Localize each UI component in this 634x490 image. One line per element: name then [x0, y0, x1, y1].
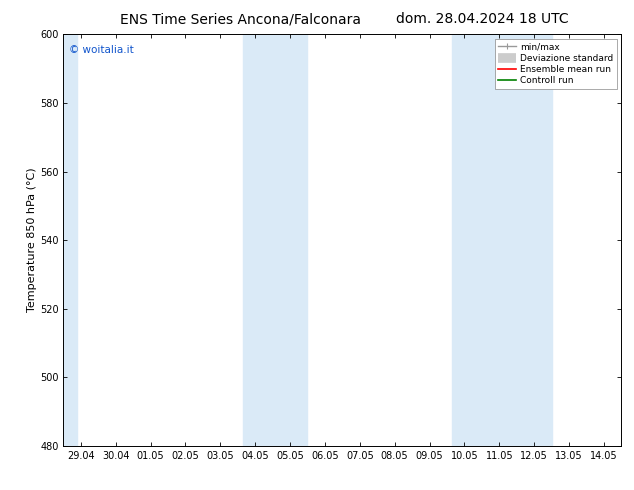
Bar — [452, 34, 552, 446]
Y-axis label: Temperature 850 hPa (°C): Temperature 850 hPa (°C) — [27, 168, 37, 313]
Text: ENS Time Series Ancona/Falconara: ENS Time Series Ancona/Falconara — [120, 12, 361, 26]
Bar — [63, 34, 77, 446]
Text: dom. 28.04.2024 18 UTC: dom. 28.04.2024 18 UTC — [396, 12, 568, 26]
Legend: min/max, Deviazione standard, Ensemble mean run, Controll run: min/max, Deviazione standard, Ensemble m… — [495, 39, 617, 89]
Text: © woitalia.it: © woitalia.it — [69, 45, 134, 54]
Bar — [243, 34, 307, 446]
